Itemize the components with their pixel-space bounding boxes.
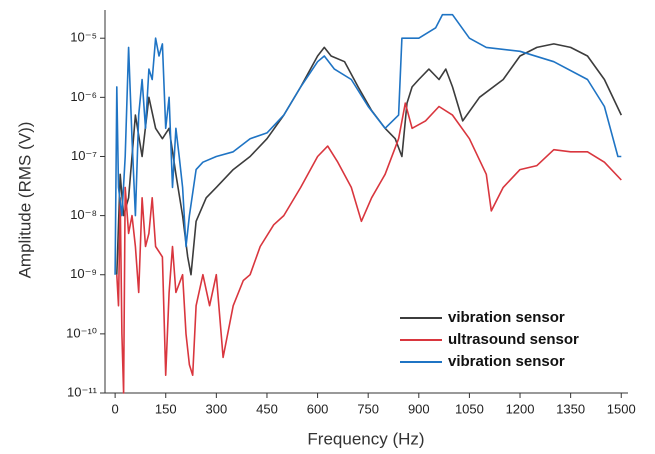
y-tick-label: 10⁻⁷	[71, 148, 97, 163]
legend-text: vibration sensor	[448, 353, 565, 370]
x-axis-title: Frequency (Hz)	[307, 429, 424, 448]
series-line	[116, 102, 622, 394]
x-tick-label: 750	[357, 401, 379, 416]
x-tick-label: 600	[307, 401, 329, 416]
y-axis-title: Amplitude (RMS (V))	[15, 122, 34, 279]
x-tick-label: 900	[408, 401, 430, 416]
series-line	[114, 13, 622, 275]
y-tick-label: 10⁻⁸	[70, 207, 97, 222]
x-tick-label: 1050	[455, 401, 484, 416]
y-tick-label: 10⁻¹¹	[67, 384, 98, 399]
x-tick-label: 1200	[506, 401, 535, 416]
x-tick-label: 150	[155, 401, 177, 416]
x-tick-label: 1500	[607, 401, 636, 416]
y-tick-label: 10⁻⁹	[70, 266, 97, 281]
legend-text: vibration sensor	[448, 309, 565, 326]
x-tick-label: 0	[112, 401, 119, 416]
y-tick-label: 10⁻¹⁰	[66, 325, 97, 340]
series-line	[116, 43, 623, 276]
y-tick-label: 10⁻⁶	[70, 89, 97, 104]
x-tick-label: 1350	[556, 401, 585, 416]
x-tick-label: 450	[256, 401, 278, 416]
x-tick-label: 300	[205, 401, 227, 416]
y-tick-label: 10⁻⁵	[70, 30, 97, 45]
legend-text: ultrasound sensor	[448, 331, 579, 348]
